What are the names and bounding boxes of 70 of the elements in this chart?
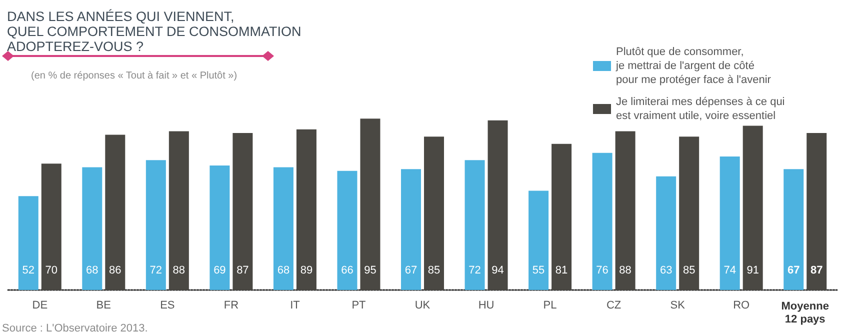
x-tick-label: CZ xyxy=(606,300,622,312)
x-tick-label: PL xyxy=(543,300,557,312)
data-label: 85 xyxy=(428,264,440,276)
x-tick-label: IT xyxy=(290,300,300,312)
data-label: 86 xyxy=(109,264,122,276)
data-label: 67 xyxy=(787,264,800,276)
data-label: 91 xyxy=(746,264,759,276)
x-tick-label: ES xyxy=(160,300,175,312)
x-tick-label: FR xyxy=(224,300,239,312)
x-tick-label: SK xyxy=(670,300,686,312)
data-label: 87 xyxy=(236,264,249,276)
source-note: Source : L'Observatoire 2013. xyxy=(2,322,148,334)
bar xyxy=(806,133,827,290)
bar xyxy=(296,129,316,290)
data-label: 89 xyxy=(300,264,313,276)
bar xyxy=(18,196,38,290)
bar xyxy=(337,170,358,290)
data-label: 95 xyxy=(364,264,376,276)
bar xyxy=(742,126,763,290)
data-label: 68 xyxy=(86,264,98,276)
bar xyxy=(401,169,421,290)
x-tick-label: PT xyxy=(352,300,366,312)
data-label: 68 xyxy=(277,264,290,276)
bar xyxy=(656,176,676,290)
legend-label: Je limiterai mes dépenses à ce qui est vraiment utile, voire essentiel xyxy=(616,96,785,122)
bar xyxy=(784,169,804,290)
data-label: 88 xyxy=(172,264,186,276)
data-label: 76 xyxy=(596,264,608,276)
data-label: 72 xyxy=(150,264,162,276)
x-tick-label: RO xyxy=(733,300,750,312)
bar xyxy=(552,144,572,290)
data-label: 69 xyxy=(214,264,226,276)
x-tick-label: BE xyxy=(96,300,111,312)
data-label: 85 xyxy=(682,264,696,276)
x-tick-label: DE xyxy=(32,300,48,312)
data-label: 81 xyxy=(555,264,568,276)
bar xyxy=(592,152,612,290)
bar xyxy=(360,118,380,290)
data-label: 70 xyxy=(45,264,58,276)
bar xyxy=(146,160,166,290)
bar xyxy=(168,131,189,290)
chart-subtitle: (en % de réponses « Tout à fait » et « Plutôt ») xyxy=(31,70,238,82)
data-label: 52 xyxy=(22,264,35,276)
bar xyxy=(464,160,485,290)
bar xyxy=(105,134,126,290)
bar xyxy=(528,190,549,290)
bar xyxy=(679,136,700,290)
bar xyxy=(210,165,230,290)
data-label: 67 xyxy=(404,264,418,276)
bar xyxy=(41,164,62,290)
data-label: 66 xyxy=(341,264,354,276)
data-label: 55 xyxy=(532,264,545,276)
bar xyxy=(424,136,444,290)
x-tick-label: Moyenne 12 pays xyxy=(781,300,829,326)
bar xyxy=(488,120,508,290)
bar xyxy=(720,156,740,290)
chart-title: DANS LES ANNÉES QUI VIENNENT, QUEL COMPORTEMENT DE CONSOMMATION ADOPTEREZ-VOUS ? xyxy=(7,9,302,54)
bar xyxy=(82,167,102,290)
data-label: 63 xyxy=(660,264,672,276)
bar xyxy=(232,133,253,290)
data-label: 88 xyxy=(619,264,632,276)
bar xyxy=(273,167,294,290)
bar xyxy=(615,131,636,290)
x-tick-label: UK xyxy=(414,300,431,312)
legend-label: Plutôt que de consommer, je mettrai de l'argent de côté pour me protéger face à l'avenir xyxy=(615,46,772,86)
data-label: 94 xyxy=(492,264,504,276)
data-label: 87 xyxy=(810,264,823,276)
data-label: 74 xyxy=(724,264,736,276)
data-label: 72 xyxy=(468,264,481,276)
x-tick-label: HU xyxy=(478,300,494,312)
